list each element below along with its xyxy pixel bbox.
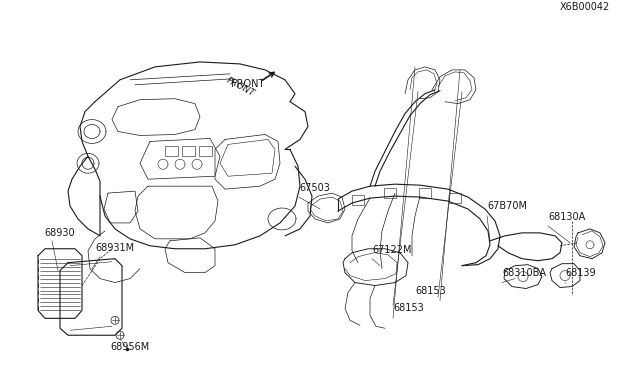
Text: X6B00042: X6B00042 [560,2,610,12]
Text: 67122M: 67122M [372,245,412,255]
Text: FRONT: FRONT [231,79,265,89]
Text: 68153: 68153 [415,286,445,296]
Text: 67B70M: 67B70M [487,201,527,211]
Text: 68931M: 68931M [95,243,134,253]
Text: 68310BA: 68310BA [502,267,546,278]
Bar [352,195,364,205]
Bar [199,147,212,156]
Text: 68139: 68139 [565,267,596,278]
Bar [182,147,195,156]
Bar [419,188,431,198]
Text: 68153: 68153 [393,303,424,313]
Text: 67503: 67503 [299,183,330,193]
Text: 68956M: 68956M [110,342,150,352]
Bar [449,193,461,203]
Bar [165,147,178,156]
Text: 68930: 68930 [44,228,75,238]
Text: 68130A: 68130A [548,212,585,222]
Bar [384,188,396,198]
Text: FRONT: FRONT [224,76,256,98]
